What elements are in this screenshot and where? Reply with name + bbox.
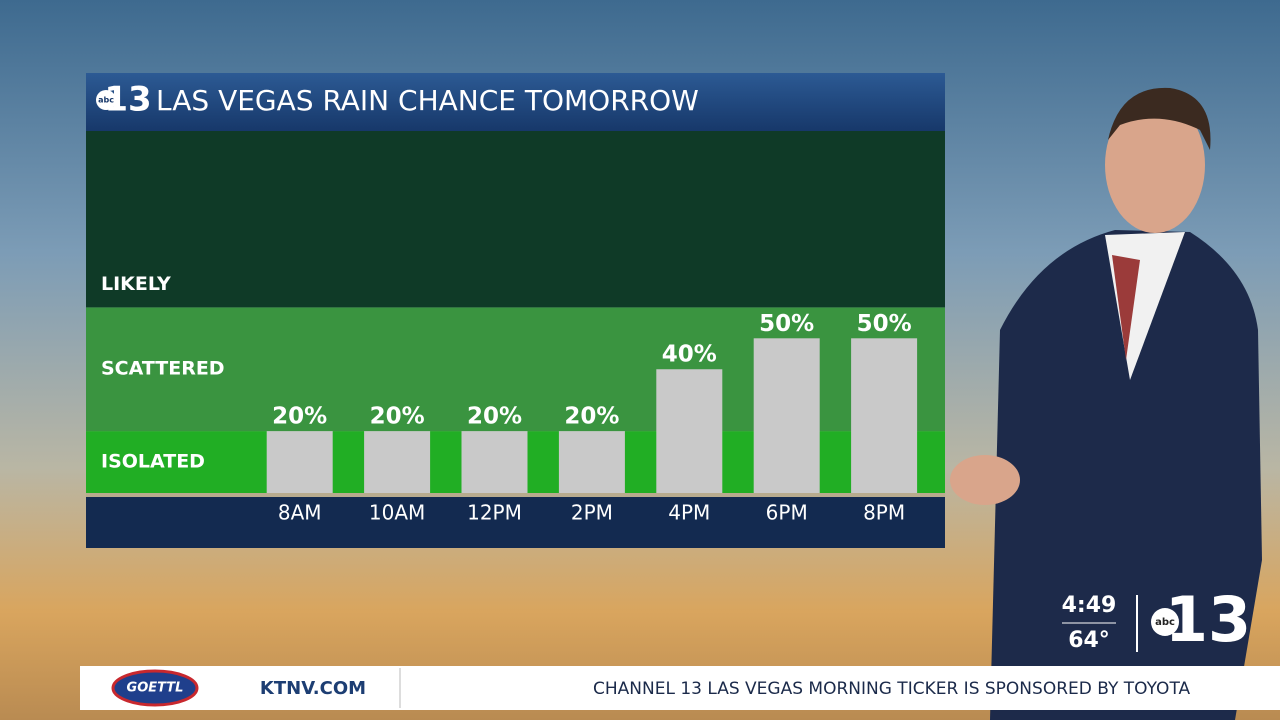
clock: 4:49 (1062, 593, 1117, 618)
bar (753, 338, 820, 493)
value-label: 20% (467, 404, 522, 430)
presenter (950, 87, 1262, 720)
logo-network: abc (1155, 617, 1175, 628)
title-bar (86, 73, 945, 131)
x-tick-label: 4PM (668, 501, 710, 525)
baseline (86, 493, 945, 497)
sponsor-logo (111, 669, 199, 707)
plot-area: ISOLATED SCATTERED LIKELY 20% 20% 20% 20% 40% 50… (86, 131, 945, 493)
temperature: 64° (1068, 628, 1110, 653)
logo-badge (1151, 608, 1179, 636)
ticker-bar (80, 666, 1280, 710)
bar (558, 431, 625, 493)
band-label: SCATTERED (101, 358, 225, 380)
value-label: 20% (370, 404, 425, 430)
sponsor-logo-text: GOETTL (127, 681, 184, 696)
range-band (86, 131, 945, 308)
bar (656, 369, 723, 493)
x-tick-label: 8PM (863, 501, 905, 525)
chart-title: LAS VEGAS RAIN CHANCE TOMORROW (156, 84, 699, 117)
value-label: 20% (564, 404, 619, 430)
value-label: 40% (662, 342, 717, 368)
value-label: 50% (759, 311, 814, 337)
plot-overlay: 8AM 10AM 12PM 2PM 4PM 6PM 8PM (278, 501, 905, 525)
x-tick-label: 2PM (571, 501, 613, 525)
logo-channel: 13 (1165, 583, 1251, 656)
bar (364, 431, 431, 493)
logo-network: abc (98, 96, 114, 105)
bar (851, 338, 918, 493)
x-axis-strip (86, 497, 945, 548)
logo-badge (96, 90, 116, 110)
bar (266, 431, 333, 493)
bar (461, 431, 528, 493)
x-tick-label: 12PM (467, 501, 522, 525)
x-tick-label: 10AM (369, 501, 425, 525)
x-tick-label: 6PM (766, 501, 808, 525)
ticker-site: KTNV.COM (260, 678, 366, 699)
ticker-message: CHANNEL 13 LAS VEGAS MORNING TICKER IS S… (593, 679, 1191, 699)
logo-channel: 13 (104, 80, 151, 120)
value-label: 50% (857, 311, 912, 337)
band-label: ISOLATED (101, 451, 205, 473)
value-label: 20% (272, 404, 327, 430)
band-label: LIKELY (101, 273, 171, 295)
x-tick-label: 8AM (278, 501, 322, 525)
